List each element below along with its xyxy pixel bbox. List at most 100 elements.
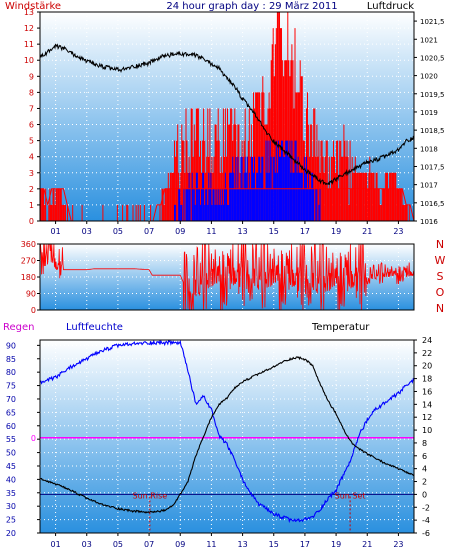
- hour-tick-label: 13: [237, 540, 247, 549]
- hour-tick-label: 19: [331, 540, 341, 549]
- humidity-temperature-marks: [40, 340, 414, 524]
- compass-label: N: [436, 302, 444, 315]
- hour-tick-label: 07: [144, 227, 154, 236]
- pressure-tick-label: 1018: [420, 145, 438, 153]
- wind-tick-label: 10: [24, 56, 34, 65]
- pressure-tick-label: 1020,5: [420, 54, 445, 62]
- humidity-tick-label: 75: [6, 382, 16, 391]
- humidity-temperature-plot-area: [40, 340, 414, 533]
- direction-tick-label: 0: [31, 306, 36, 315]
- hour-tick-label: 23: [393, 540, 403, 549]
- wind-direction-series-line: [40, 244, 414, 310]
- temperature-tick-label: -2: [422, 503, 430, 512]
- temperature-tick-label: 18: [422, 375, 432, 384]
- wind-pressure-frame: [39, 11, 415, 222]
- hour-tick-label: 17: [300, 540, 310, 549]
- humidity-tick-label: 60: [6, 422, 16, 431]
- compass-label: W: [435, 254, 446, 267]
- direction-tick-label: 360: [21, 240, 36, 249]
- temperature-tick-label: 4: [422, 465, 427, 474]
- wind-tick-label: 2: [29, 185, 34, 194]
- humidity-tick-label: 90: [6, 341, 16, 350]
- wind-tick-label: 4: [29, 153, 34, 162]
- pressure-tick-label: 1018,5: [420, 127, 445, 135]
- humidity-tick-label: 40: [6, 475, 16, 484]
- pressure-tick-label: 1017: [420, 182, 438, 190]
- hour-tick-label: 05: [113, 227, 123, 236]
- hour-tick-label: 03: [82, 227, 92, 236]
- pressure-tick-label: 1020: [420, 73, 438, 81]
- chart-title: 24 hour graph day : 29 März 2011: [166, 1, 337, 12]
- temperature-tick-label: -4: [422, 516, 430, 525]
- sun-marker-label: Sun Set: [335, 491, 366, 500]
- wind-tick-label: 6: [29, 121, 34, 130]
- humidity-tick-label: 80: [6, 368, 16, 377]
- wind-direction-frame: [39, 243, 415, 311]
- axis-ticks: 01234567891011121310161016,510171017,510…: [6, 8, 446, 549]
- humidity-tick-label: 55: [6, 435, 16, 444]
- sun-marker-label: Sun Rise: [133, 491, 168, 500]
- direction-tick-label: 180: [21, 273, 36, 282]
- humidity-tick-label: 25: [6, 516, 16, 525]
- temperature-tick-label: 2: [422, 478, 427, 487]
- humidity-tick-label: 30: [6, 502, 16, 511]
- hour-tick-label: 13: [237, 227, 247, 236]
- humidity-tick-label: 65: [6, 408, 16, 417]
- temperature-axis-label: Temperatur: [311, 322, 370, 333]
- wind-tick-label: 5: [29, 137, 34, 146]
- humidity-tick-label: 35: [6, 489, 16, 498]
- pressure-axis-label: Luftdruck: [367, 1, 414, 12]
- hour-tick-label: 19: [331, 227, 341, 236]
- temperature-tick-label: 20: [422, 362, 432, 371]
- pressure-tick-label: 1017,5: [420, 163, 445, 171]
- hour-tick-label: 09: [175, 540, 185, 549]
- temperature-tick-label: 16: [422, 387, 432, 396]
- hour-tick-label: 15: [269, 227, 279, 236]
- humidity-axis-label: Luftfeuchte: [66, 322, 123, 333]
- rain-tick-label: 0: [31, 434, 36, 443]
- wind-tick-label: 3: [29, 169, 34, 178]
- temperature-series-line: [40, 356, 414, 514]
- temperature-tick-label: 8: [422, 439, 427, 448]
- pressure-tick-label: 1019,5: [420, 91, 445, 99]
- hour-tick-label: 23: [393, 227, 403, 236]
- hour-tick-label: 01: [50, 227, 60, 236]
- hour-tick-label: 09: [175, 227, 185, 236]
- temperature-tick-label: 0: [422, 490, 427, 499]
- wind-tick-label: 9: [29, 72, 34, 81]
- wind-tick-label: 7: [29, 104, 34, 113]
- compass-label: N: [436, 238, 444, 251]
- wind-tick-label: 0: [29, 217, 34, 226]
- hour-tick-label: 21: [362, 540, 372, 549]
- hour-tick-label: 11: [206, 540, 216, 549]
- humidity-tick-label: 70: [6, 395, 16, 404]
- humidity-temperature-frame: [39, 339, 415, 534]
- hour-tick-label: 11: [206, 227, 216, 236]
- hour-tick-label: 05: [113, 540, 123, 549]
- wind-tick-label: 12: [24, 24, 34, 33]
- pressure-tick-label: 1019: [420, 109, 438, 117]
- temperature-tick-label: 14: [422, 400, 432, 409]
- compass-label: S: [437, 270, 444, 283]
- hour-tick-label: 21: [362, 227, 372, 236]
- wind-envelope-line: [40, 188, 414, 221]
- humidity-tick-label: 50: [6, 449, 16, 458]
- sun-annotations: Sun Rise Sun Set: [133, 491, 366, 533]
- pressure-tick-label: 1016,5: [420, 200, 445, 208]
- wind-pressure-grid: [40, 11, 414, 222]
- pressure-tick-label: 1016: [420, 218, 438, 226]
- humidity-tick-label: 20: [6, 529, 16, 538]
- wind-tick-label: 8: [29, 88, 34, 97]
- hour-tick-label: 01: [50, 540, 60, 549]
- pressure-tick-label: 1021,5: [420, 18, 445, 26]
- wind-tick-label: 1: [29, 201, 34, 210]
- pressure-tick-label: 1021: [420, 36, 438, 44]
- wind-tick-label: 11: [24, 40, 34, 49]
- wind-tick-label: 13: [24, 8, 34, 17]
- hour-tick-label: 15: [269, 540, 279, 549]
- humidity-tick-label: 85: [6, 355, 16, 364]
- temperature-tick-label: 6: [422, 452, 427, 461]
- temperature-tick-label: 12: [422, 413, 432, 422]
